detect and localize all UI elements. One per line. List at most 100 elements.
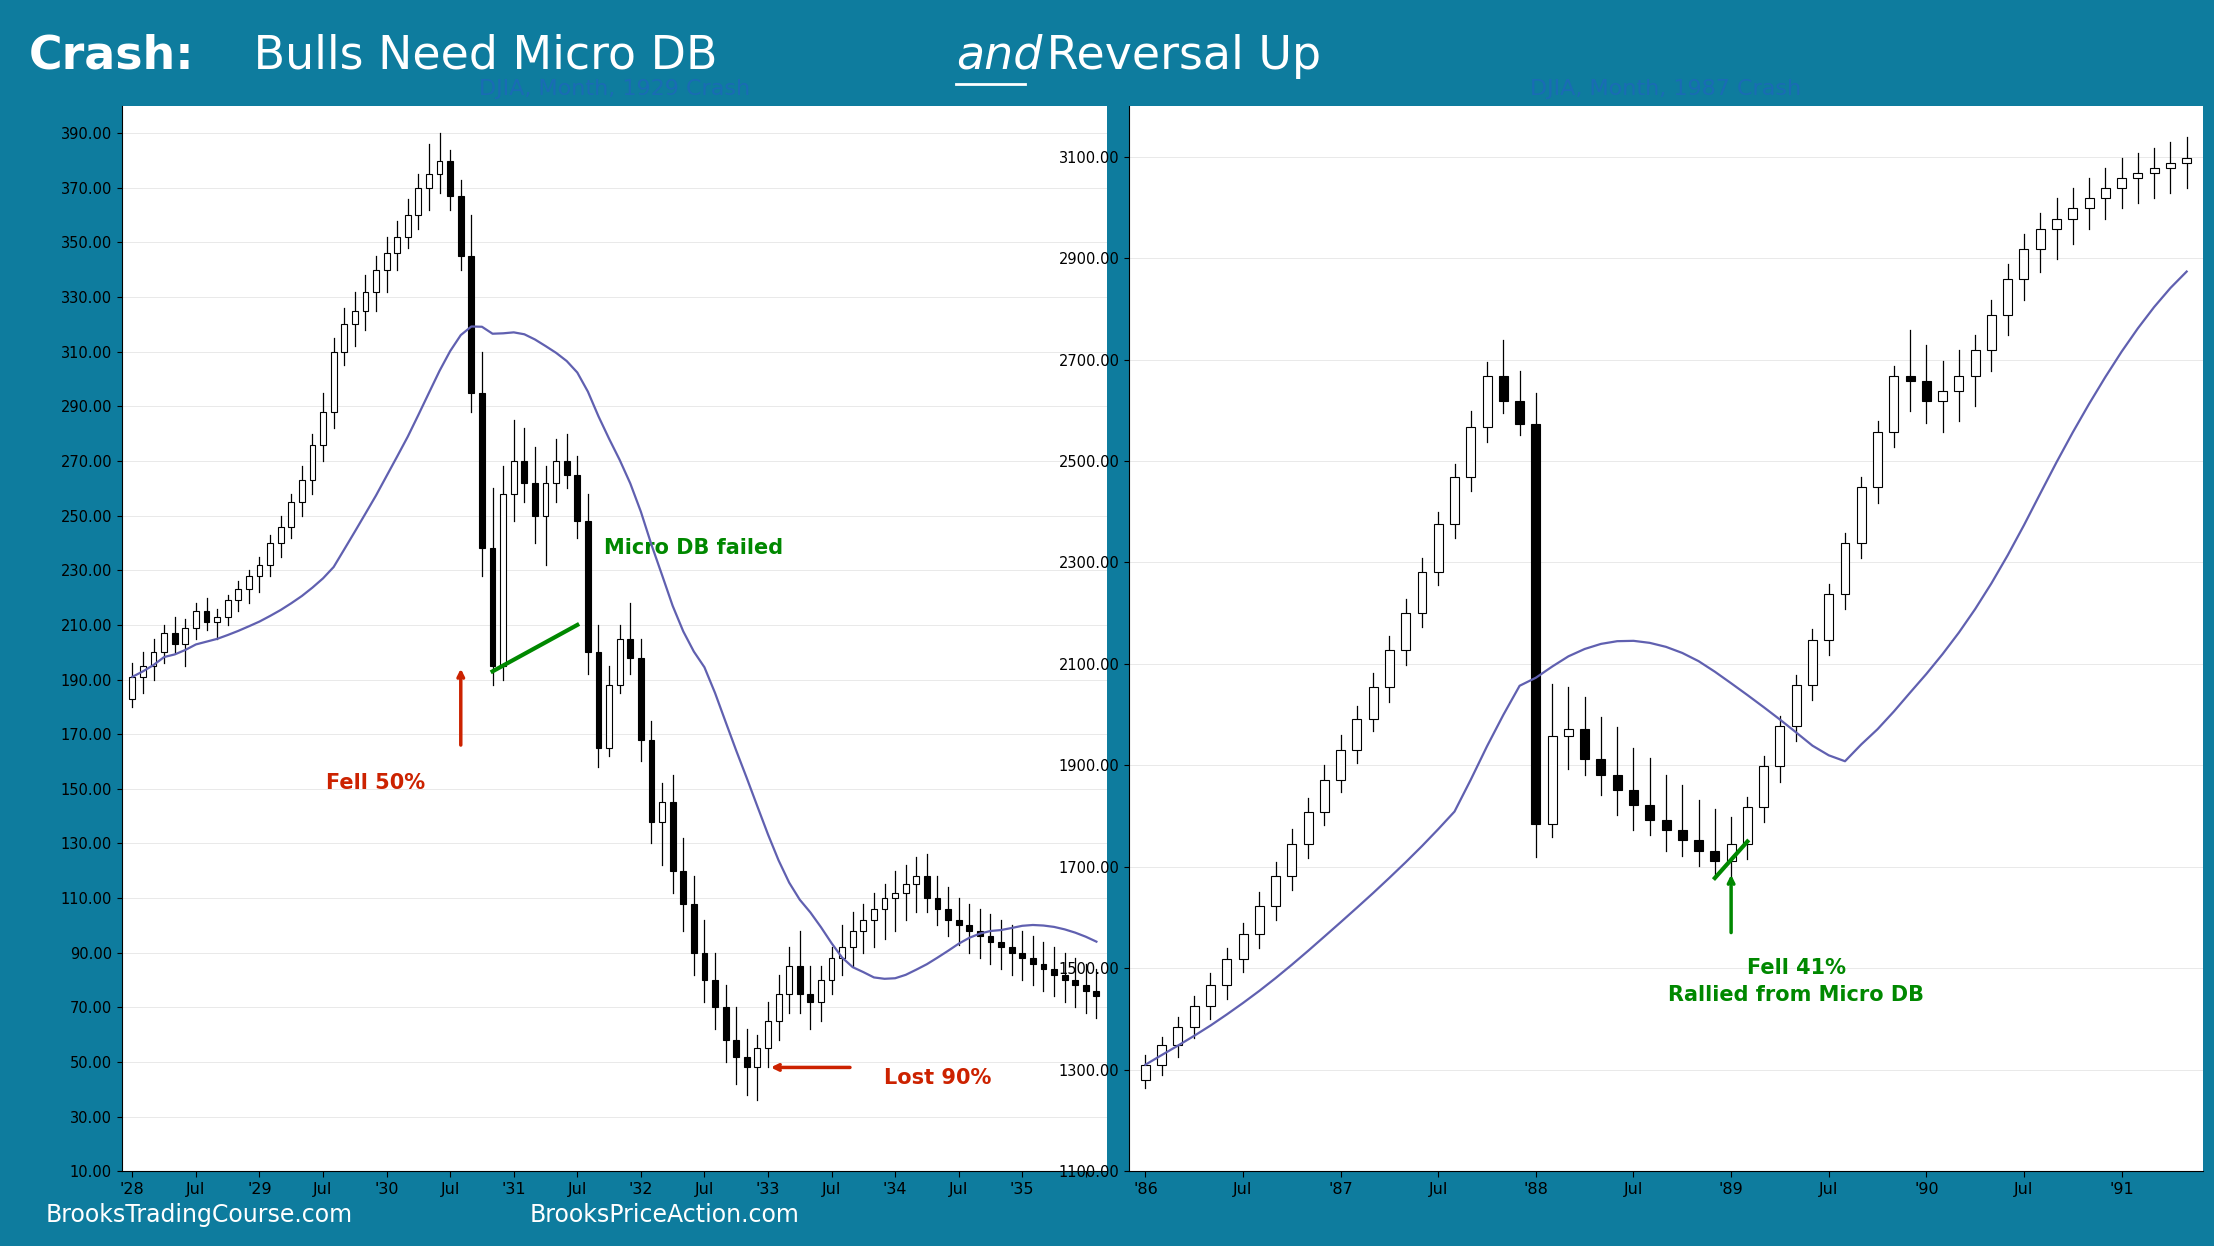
Bar [1483, 376, 1492, 426]
Bar [850, 931, 855, 947]
Bar [766, 1020, 770, 1048]
Bar [817, 981, 824, 1002]
Text: Fell 41%
Rallied from Micro DB: Fell 41% Rallied from Micro DB [1667, 958, 1924, 1004]
Bar [999, 942, 1003, 947]
Bar [1173, 1027, 1182, 1045]
Bar [1906, 376, 1915, 381]
Bar [1271, 876, 1280, 906]
Bar [722, 1007, 728, 1040]
Bar [914, 876, 919, 885]
Bar [321, 412, 325, 445]
Bar [1286, 844, 1297, 876]
Bar [2035, 229, 2046, 249]
Bar [2165, 163, 2174, 168]
Bar [2019, 249, 2028, 279]
Bar [584, 521, 591, 652]
Bar [1760, 766, 1769, 807]
Bar [1072, 981, 1078, 986]
Bar [383, 253, 390, 270]
Bar [268, 543, 272, 564]
Bar [1840, 543, 1849, 594]
Bar [394, 237, 401, 253]
Bar [1255, 906, 1264, 933]
Bar [352, 310, 359, 324]
Bar [638, 658, 644, 740]
Bar [554, 461, 558, 483]
Bar [173, 633, 177, 644]
Bar [1094, 991, 1100, 997]
Bar [1970, 350, 1979, 376]
Bar [1581, 729, 1590, 759]
Bar [1742, 807, 1751, 844]
Bar [341, 324, 348, 351]
Bar [1694, 841, 1703, 851]
Bar [881, 898, 888, 910]
Bar [1083, 986, 1089, 991]
Bar [691, 903, 697, 953]
Bar [2134, 173, 2143, 178]
Bar [193, 612, 199, 628]
Bar [1158, 1045, 1167, 1064]
Bar [596, 652, 602, 748]
Bar [1678, 830, 1687, 841]
Bar [923, 876, 930, 898]
Bar [1222, 959, 1231, 984]
Bar [511, 461, 516, 493]
Text: Lost 90%: Lost 90% [883, 1068, 992, 1088]
Bar [310, 445, 314, 480]
Bar [1563, 729, 1572, 736]
Bar [1873, 431, 1882, 487]
Bar [2086, 198, 2094, 208]
Bar [405, 216, 412, 237]
Bar [1140, 1064, 1149, 1080]
Bar [903, 885, 908, 892]
Bar [1889, 376, 1897, 431]
Bar [299, 480, 306, 502]
Title: DJIA, Month, 1929 Crash: DJIA, Month, 1929 Crash [478, 78, 751, 98]
Title: DJIA, Month, 1987 Crash: DJIA, Month, 1987 Crash [1530, 78, 1802, 98]
Bar [1776, 726, 1784, 766]
Bar [1368, 687, 1377, 719]
Bar [680, 871, 686, 903]
Bar [607, 685, 611, 748]
Bar [1417, 572, 1426, 613]
Bar [1858, 487, 1866, 543]
Bar [565, 461, 569, 475]
Bar [1320, 780, 1328, 812]
Bar [235, 589, 241, 601]
Bar [1824, 594, 1833, 639]
Bar [987, 936, 994, 942]
Text: Reversal Up: Reversal Up [1032, 34, 1322, 78]
Bar [277, 527, 283, 543]
Bar [1612, 775, 1621, 790]
Bar [2183, 158, 2192, 163]
Text: Micro DB failed: Micro DB failed [604, 538, 784, 558]
Bar [892, 892, 899, 898]
Bar [934, 898, 941, 910]
Bar [151, 652, 157, 665]
Bar [1238, 933, 1246, 959]
Bar [1955, 376, 1964, 391]
Bar [775, 994, 782, 1020]
Bar [1645, 805, 1654, 820]
Bar [182, 628, 188, 644]
Bar [215, 617, 219, 622]
Bar [246, 576, 252, 589]
Bar [416, 188, 421, 216]
Text: Crash:: Crash: [29, 34, 195, 78]
Bar [956, 920, 961, 926]
Bar [257, 564, 263, 576]
Bar [649, 740, 655, 821]
Bar [1435, 525, 1444, 572]
Bar [1304, 812, 1313, 844]
Bar [128, 677, 135, 699]
Bar [660, 802, 664, 821]
Bar [755, 1048, 759, 1068]
Bar [204, 612, 210, 622]
Bar [733, 1040, 739, 1057]
Bar [1532, 425, 1541, 824]
Bar [618, 638, 622, 685]
Bar [1353, 719, 1362, 750]
Bar [1986, 315, 1995, 350]
Bar [1791, 685, 1800, 726]
